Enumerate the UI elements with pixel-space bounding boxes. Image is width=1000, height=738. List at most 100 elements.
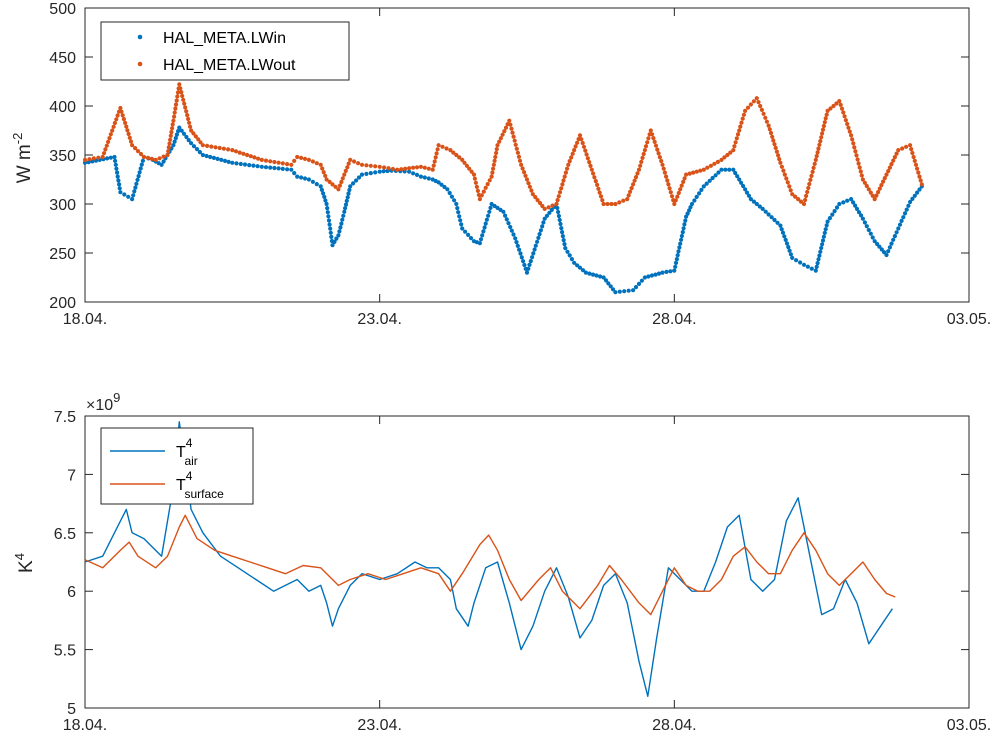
data-point [377,169,382,174]
data-point [512,138,517,143]
data-point [793,194,798,199]
data-point [584,152,589,157]
data-point [560,182,565,187]
p1-y-tick-label: 200 [49,295,76,312]
data-point [780,230,786,235]
data-point [664,174,669,179]
data-point [864,183,869,189]
data-point [900,146,905,151]
data-point [178,86,183,91]
data-point [784,176,789,181]
data-point [818,249,823,254]
data-point [115,113,120,118]
data-point [108,155,113,160]
data-point [540,203,545,209]
data-point [490,170,495,175]
data-point [197,150,202,155]
data-point [727,167,732,172]
data-point [661,166,666,171]
data-point [145,155,150,160]
data-point [436,143,441,148]
data-point [585,156,591,161]
data-point [188,124,193,129]
data-point [560,234,566,239]
data-point [680,230,685,235]
data-point [847,129,852,134]
data-point [636,167,642,172]
data-point [511,232,516,237]
data-point [251,163,256,168]
data-point [289,167,294,172]
data-point [186,116,191,122]
data-point [678,187,683,192]
data-point [280,166,285,171]
data-point [132,189,137,194]
data-point [904,144,909,149]
data-point [725,152,730,158]
data-point [510,130,515,135]
data-point [549,207,554,212]
data-point [473,180,478,185]
data-point [444,146,449,151]
data-point [497,139,502,144]
data-point [403,166,408,171]
data-point [894,230,899,235]
data-point [569,257,575,262]
data-point [177,82,182,87]
data-point [577,265,583,270]
data-point [917,187,922,192]
data-point [541,220,546,225]
data-point [118,190,123,195]
data-point [625,197,630,202]
data-point [515,243,520,248]
data-point [306,157,311,162]
data-point [418,174,423,179]
data-point [595,182,600,187]
data-point [849,197,854,202]
data-point [263,165,269,170]
data-point [672,201,677,207]
data-point [492,158,497,163]
data-point [168,137,173,142]
data-point [318,184,323,189]
data-point [741,183,746,189]
data-point [245,152,250,158]
data-point [565,166,570,171]
data-point [460,226,465,231]
data-point [891,237,896,242]
data-point [484,217,489,222]
data-point [733,140,738,145]
data-point [354,178,359,183]
data-point [237,150,242,155]
data-point [173,106,178,111]
data-point [356,175,362,180]
data-point [326,214,331,219]
data-point [238,161,243,167]
data-point [120,113,125,118]
data-point [845,198,850,203]
p2-y-tick-label: 5.5 [54,643,76,660]
data-point [507,118,512,123]
data-point [452,198,457,203]
data-point [852,145,857,150]
data-point [418,164,423,169]
data-point [422,175,427,180]
data-point [570,151,575,156]
data-point [263,158,269,163]
data-point [892,234,898,239]
data-point [533,195,538,200]
data-point [469,169,474,174]
data-point [746,193,752,198]
data-point [652,139,657,144]
data-point [128,139,134,144]
data-point [837,99,842,104]
data-point [407,166,412,171]
data-point [638,163,643,168]
data-point [522,262,527,268]
data-point [818,139,823,144]
data-point [891,158,896,163]
data-point [672,268,677,273]
data-point [204,153,209,159]
data-point [481,229,486,234]
legend-label-lwout: HAL_META.LWout [163,57,296,74]
